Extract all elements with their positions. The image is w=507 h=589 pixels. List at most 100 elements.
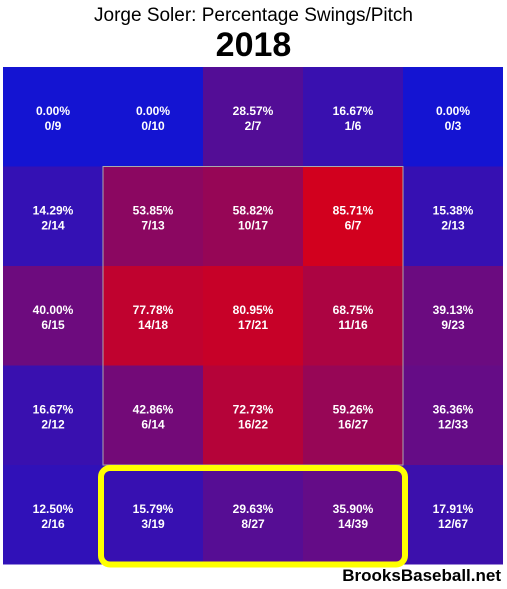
heatmap-cell: 14.29%2/14: [3, 166, 103, 266]
cell-rect: [403, 67, 503, 167]
cell-fraction: 14/39: [338, 517, 368, 531]
cell-rect: [303, 166, 403, 266]
cell-percentage: 40.00%: [33, 303, 74, 317]
cell-percentage: 28.57%: [233, 104, 274, 118]
heatmap-cell: 35.90%14/39: [303, 465, 403, 565]
cell-fraction: 11/16: [338, 318, 368, 332]
cell-rect: [303, 266, 403, 366]
heatmap-cell: 39.13%9/23: [403, 266, 503, 366]
cell-percentage: 0.00%: [136, 104, 170, 118]
cell-rect: [103, 365, 203, 465]
cell-rect: [103, 465, 203, 565]
cell-rect: [403, 166, 503, 266]
cell-fraction: 0/10: [141, 119, 165, 133]
heatmap-cell: 0.00%0/3: [403, 67, 503, 167]
heatmap-cell: 0.00%0/10: [103, 67, 203, 167]
cell-percentage: 15.38%: [433, 203, 474, 217]
heatmap-cell: 85.71%6/7: [303, 166, 403, 266]
cell-rect: [203, 67, 303, 167]
heatmap-cell: 72.73%16/22: [203, 365, 303, 465]
cell-fraction: 17/21: [238, 318, 268, 332]
heatmap-cell: 58.82%10/17: [203, 166, 303, 266]
cell-fraction: 6/7: [345, 218, 362, 232]
cell-fraction: 10/17: [238, 218, 268, 232]
cell-percentage: 80.95%: [233, 303, 274, 317]
cell-fraction: 6/14: [141, 417, 165, 431]
cell-percentage: 39.13%: [433, 303, 474, 317]
cell-rect: [203, 465, 303, 565]
cell-rect: [203, 266, 303, 366]
cell-percentage: 36.36%: [433, 402, 474, 416]
cell-rect: [3, 67, 103, 167]
heatmap-cell: 0.00%0/9: [3, 67, 103, 167]
cell-percentage: 77.78%: [133, 303, 174, 317]
watermark: BrooksBaseball.net: [342, 566, 501, 585]
cell-rect: [3, 166, 103, 266]
cell-fraction: 7/13: [141, 218, 165, 232]
cell-fraction: 3/19: [141, 517, 165, 531]
cell-rect: [403, 465, 503, 565]
cell-rect: [103, 67, 203, 167]
cell-rect: [3, 365, 103, 465]
cell-rect: [303, 365, 403, 465]
cell-rect: [303, 67, 403, 167]
heatmap-cell: 53.85%7/13: [103, 166, 203, 266]
cell-percentage: 53.85%: [133, 203, 174, 217]
heatmap-cell: 16.67%2/12: [3, 365, 103, 465]
cell-percentage: 58.82%: [233, 203, 274, 217]
heatmap-cell: 36.36%12/33: [403, 365, 503, 465]
cell-percentage: 17.91%: [433, 502, 474, 516]
cell-rect: [3, 266, 103, 366]
cell-fraction: 16/27: [338, 417, 368, 431]
cell-rect: [103, 166, 203, 266]
heatmap-cell: 15.79%3/19: [103, 465, 203, 565]
cell-fraction: 1/6: [345, 119, 362, 133]
cell-rect: [203, 365, 303, 465]
heatmap-cell: 68.75%11/16: [303, 266, 403, 366]
cell-fraction: 2/14: [41, 218, 65, 232]
cell-fraction: 16/22: [238, 417, 268, 431]
cell-percentage: 0.00%: [436, 104, 470, 118]
cell-fraction: 9/23: [441, 318, 465, 332]
cell-rect: [3, 465, 103, 565]
cell-percentage: 68.75%: [333, 303, 374, 317]
cell-fraction: 2/13: [441, 218, 465, 232]
cell-rect: [103, 266, 203, 366]
heatmap-cell: 42.86%6/14: [103, 365, 203, 465]
heatmap-cell: 15.38%2/13: [403, 166, 503, 266]
cell-fraction: 0/3: [445, 119, 462, 133]
heatmap-cell: 17.91%12/67: [403, 465, 503, 565]
heatmap-cell: 59.26%16/27: [303, 365, 403, 465]
cell-percentage: 14.29%: [33, 203, 74, 217]
cell-percentage: 72.73%: [233, 402, 274, 416]
highlight-box: [98, 465, 408, 568]
heatmap-cell: 28.57%2/7: [203, 67, 303, 167]
cell-rect: [303, 465, 403, 565]
cell-percentage: 16.67%: [333, 104, 374, 118]
cell-percentage: 0.00%: [36, 104, 70, 118]
chart-year: 2018: [215, 26, 292, 64]
cell-percentage: 85.71%: [333, 203, 374, 217]
cell-fraction: 0/9: [45, 119, 62, 133]
cell-rect: [203, 166, 303, 266]
cell-fraction: 8/27: [241, 517, 265, 531]
cell-percentage: 12.50%: [33, 502, 74, 516]
cell-rect: [403, 365, 503, 465]
heatmap-cell: 29.63%8/27: [203, 465, 303, 565]
heatmap-cell: 77.78%14/18: [103, 266, 203, 366]
cell-fraction: 6/15: [41, 318, 65, 332]
cell-percentage: 42.86%: [133, 402, 174, 416]
heatmap-cell: 80.95%17/21: [203, 266, 303, 366]
chart-title: Jorge Soler: Percentage Swings/Pitch: [94, 5, 413, 26]
cell-percentage: 29.63%: [233, 502, 274, 516]
heatmap-cell: 16.67%1/6: [303, 67, 403, 167]
cell-fraction: 2/16: [41, 517, 65, 531]
cell-rect: [403, 266, 503, 366]
cell-fraction: 14/18: [138, 318, 168, 332]
cell-percentage: 35.90%: [333, 502, 374, 516]
heatmap-cell: 12.50%2/16: [3, 465, 103, 565]
cell-fraction: 12/33: [438, 417, 468, 431]
cell-fraction: 2/7: [245, 119, 262, 133]
cell-percentage: 15.79%: [133, 502, 174, 516]
cell-fraction: 12/67: [438, 517, 468, 531]
